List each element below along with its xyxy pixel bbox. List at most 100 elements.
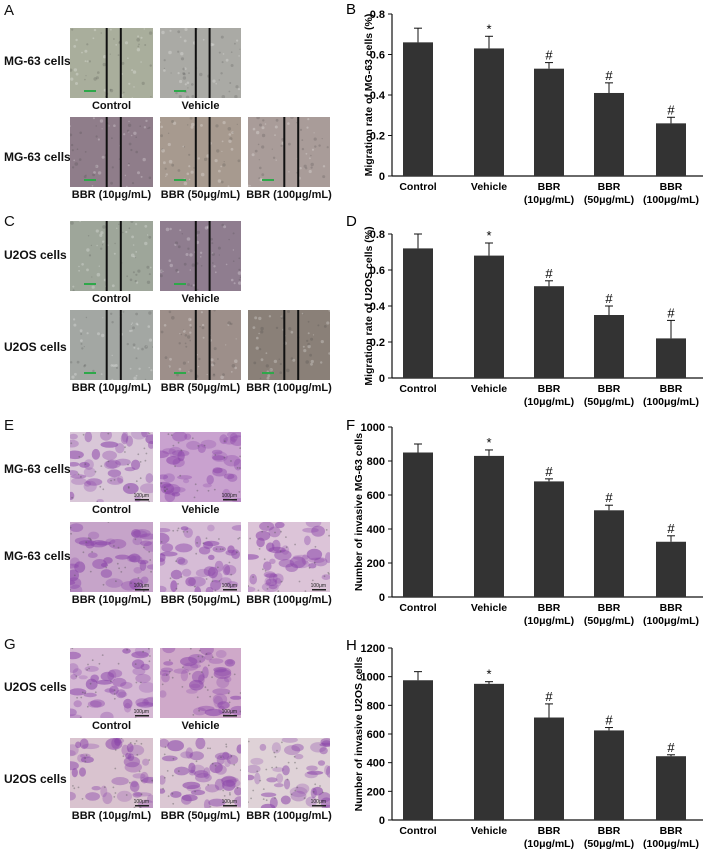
image-caption: BBR (10μg/mL) <box>71 594 152 606</box>
x-tick-label: (50μg/mL) <box>584 838 634 850</box>
bar <box>594 510 624 597</box>
significance-marker: # <box>667 740 675 755</box>
significance-marker: # <box>605 713 613 728</box>
scale-bar-label: 100μm <box>134 799 149 805</box>
y-tick-label: 1000 <box>361 672 385 684</box>
y-tick-label: 1000 <box>361 422 385 434</box>
y-tick-label: 0.4 <box>370 90 386 102</box>
x-tick-label: BBR <box>538 181 561 193</box>
row-label: MG-63 cells <box>4 549 71 563</box>
bar <box>656 123 686 176</box>
significance-marker: * <box>486 228 491 243</box>
y-tick-label: 0.8 <box>370 229 385 241</box>
image-caption: Vehicle <box>181 504 220 516</box>
scale-bar-label: 100μm <box>222 709 237 715</box>
x-tick-label: (10μg/mL) <box>524 838 574 850</box>
wound-healing-micrograph <box>70 28 153 98</box>
image-caption: BBR (50μg/mL) <box>160 382 241 394</box>
image-caption: Vehicle <box>181 100 220 112</box>
wound-healing-micrograph <box>160 117 241 187</box>
significance-marker: * <box>486 435 491 450</box>
x-tick-label: BBR <box>660 602 683 614</box>
significance-marker: # <box>605 490 613 505</box>
x-tick-label: BBR <box>598 181 621 193</box>
y-tick-label: 200 <box>367 786 385 798</box>
row-label: U2OS cells <box>4 772 67 786</box>
y-tick-label: 0 <box>379 373 385 385</box>
x-tick-label: Vehicle <box>471 383 507 395</box>
y-tick-label: 200 <box>367 558 385 570</box>
image-caption: BBR (100μg/mL) <box>246 810 332 822</box>
scale-bar-label: 100μm <box>134 709 149 715</box>
scale-bar-label: 100μm <box>134 493 149 499</box>
transwell-micrograph: 100μm <box>160 738 241 808</box>
bar <box>656 756 686 820</box>
wound-healing-micrograph <box>70 310 153 380</box>
transwell-micrograph: 100μm <box>70 522 153 592</box>
image-caption: BBR (100μg/mL) <box>246 594 332 606</box>
bar <box>403 248 433 378</box>
panel-letter-e: E <box>4 417 15 434</box>
significance-marker: # <box>545 266 553 281</box>
scale-bar-label: 100μm <box>134 583 149 589</box>
row-label: U2OS cells <box>4 340 67 354</box>
x-tick-label: (10μg/mL) <box>524 615 574 627</box>
y-tick-label: 400 <box>367 524 385 536</box>
bar <box>403 42 433 176</box>
x-tick-label: (100μg/mL) <box>643 194 699 206</box>
significance-marker: * <box>486 667 491 682</box>
transwell-micrograph: 100μm <box>70 738 153 808</box>
x-tick-label: BBR <box>538 383 561 395</box>
significance-marker: # <box>545 48 553 63</box>
row-label: MG-63 cells <box>4 462 71 476</box>
bar <box>534 286 564 378</box>
x-tick-label: BBR <box>598 602 621 614</box>
image-caption: BBR (10μg/mL) <box>71 382 152 394</box>
x-tick-label: BBR <box>598 825 621 837</box>
y-tick-label: 0.4 <box>370 301 386 313</box>
row-label: MG-63 cells <box>4 54 71 68</box>
x-tick-label: Control <box>399 383 436 395</box>
significance-marker: # <box>667 521 675 536</box>
transwell-micrograph: 100μm <box>248 522 330 592</box>
x-tick-label: (100μg/mL) <box>643 396 699 408</box>
image-caption: BBR (50μg/mL) <box>160 594 241 606</box>
y-axis-label: Number of invasive U2OS cells <box>353 657 365 812</box>
y-tick-label: 0 <box>379 815 385 827</box>
image-caption: BBR (10μg/mL) <box>71 810 152 822</box>
image-caption: BBR (50μg/mL) <box>160 810 241 822</box>
image-caption: Control <box>91 720 132 732</box>
transwell-micrograph: 100μm <box>70 648 153 718</box>
image-caption: Vehicle <box>181 720 220 732</box>
wound-healing-micrograph <box>160 28 241 98</box>
x-tick-label: BBR <box>538 825 561 837</box>
wound-healing-micrograph <box>248 117 330 187</box>
transwell-micrograph: 100μm <box>160 432 241 502</box>
x-tick-label: BBR <box>660 383 683 395</box>
x-tick-label: Vehicle <box>471 825 507 837</box>
image-caption: Control <box>91 100 132 112</box>
panel-letter-b: B <box>346 1 356 18</box>
y-tick-label: 0.8 <box>370 9 385 21</box>
y-axis-label: Migration rate of MG-63 cells (%) <box>363 14 375 177</box>
x-tick-label: (50μg/mL) <box>584 615 634 627</box>
bar <box>534 68 564 176</box>
y-tick-label: 0.2 <box>370 337 385 349</box>
bar <box>403 680 433 820</box>
significance-marker: # <box>545 464 553 479</box>
significance-marker: # <box>667 305 675 320</box>
panel-letter-c: C <box>4 213 15 230</box>
y-tick-label: 600 <box>367 729 385 741</box>
row-label: U2OS cells <box>4 248 67 262</box>
wound-healing-micrograph <box>70 221 153 291</box>
y-tick-label: 0.6 <box>370 50 385 62</box>
scale-bar-label: 100μm <box>222 583 237 589</box>
bar <box>534 717 564 820</box>
x-tick-label: BBR <box>538 602 561 614</box>
y-tick-label: 600 <box>367 490 385 502</box>
significance-marker: # <box>605 68 613 83</box>
bar <box>474 683 504 820</box>
y-axis-label: Migration rate of U2OS cells (%) <box>363 226 375 385</box>
significance-marker: # <box>545 689 553 704</box>
panel-letter-d: D <box>346 213 357 230</box>
